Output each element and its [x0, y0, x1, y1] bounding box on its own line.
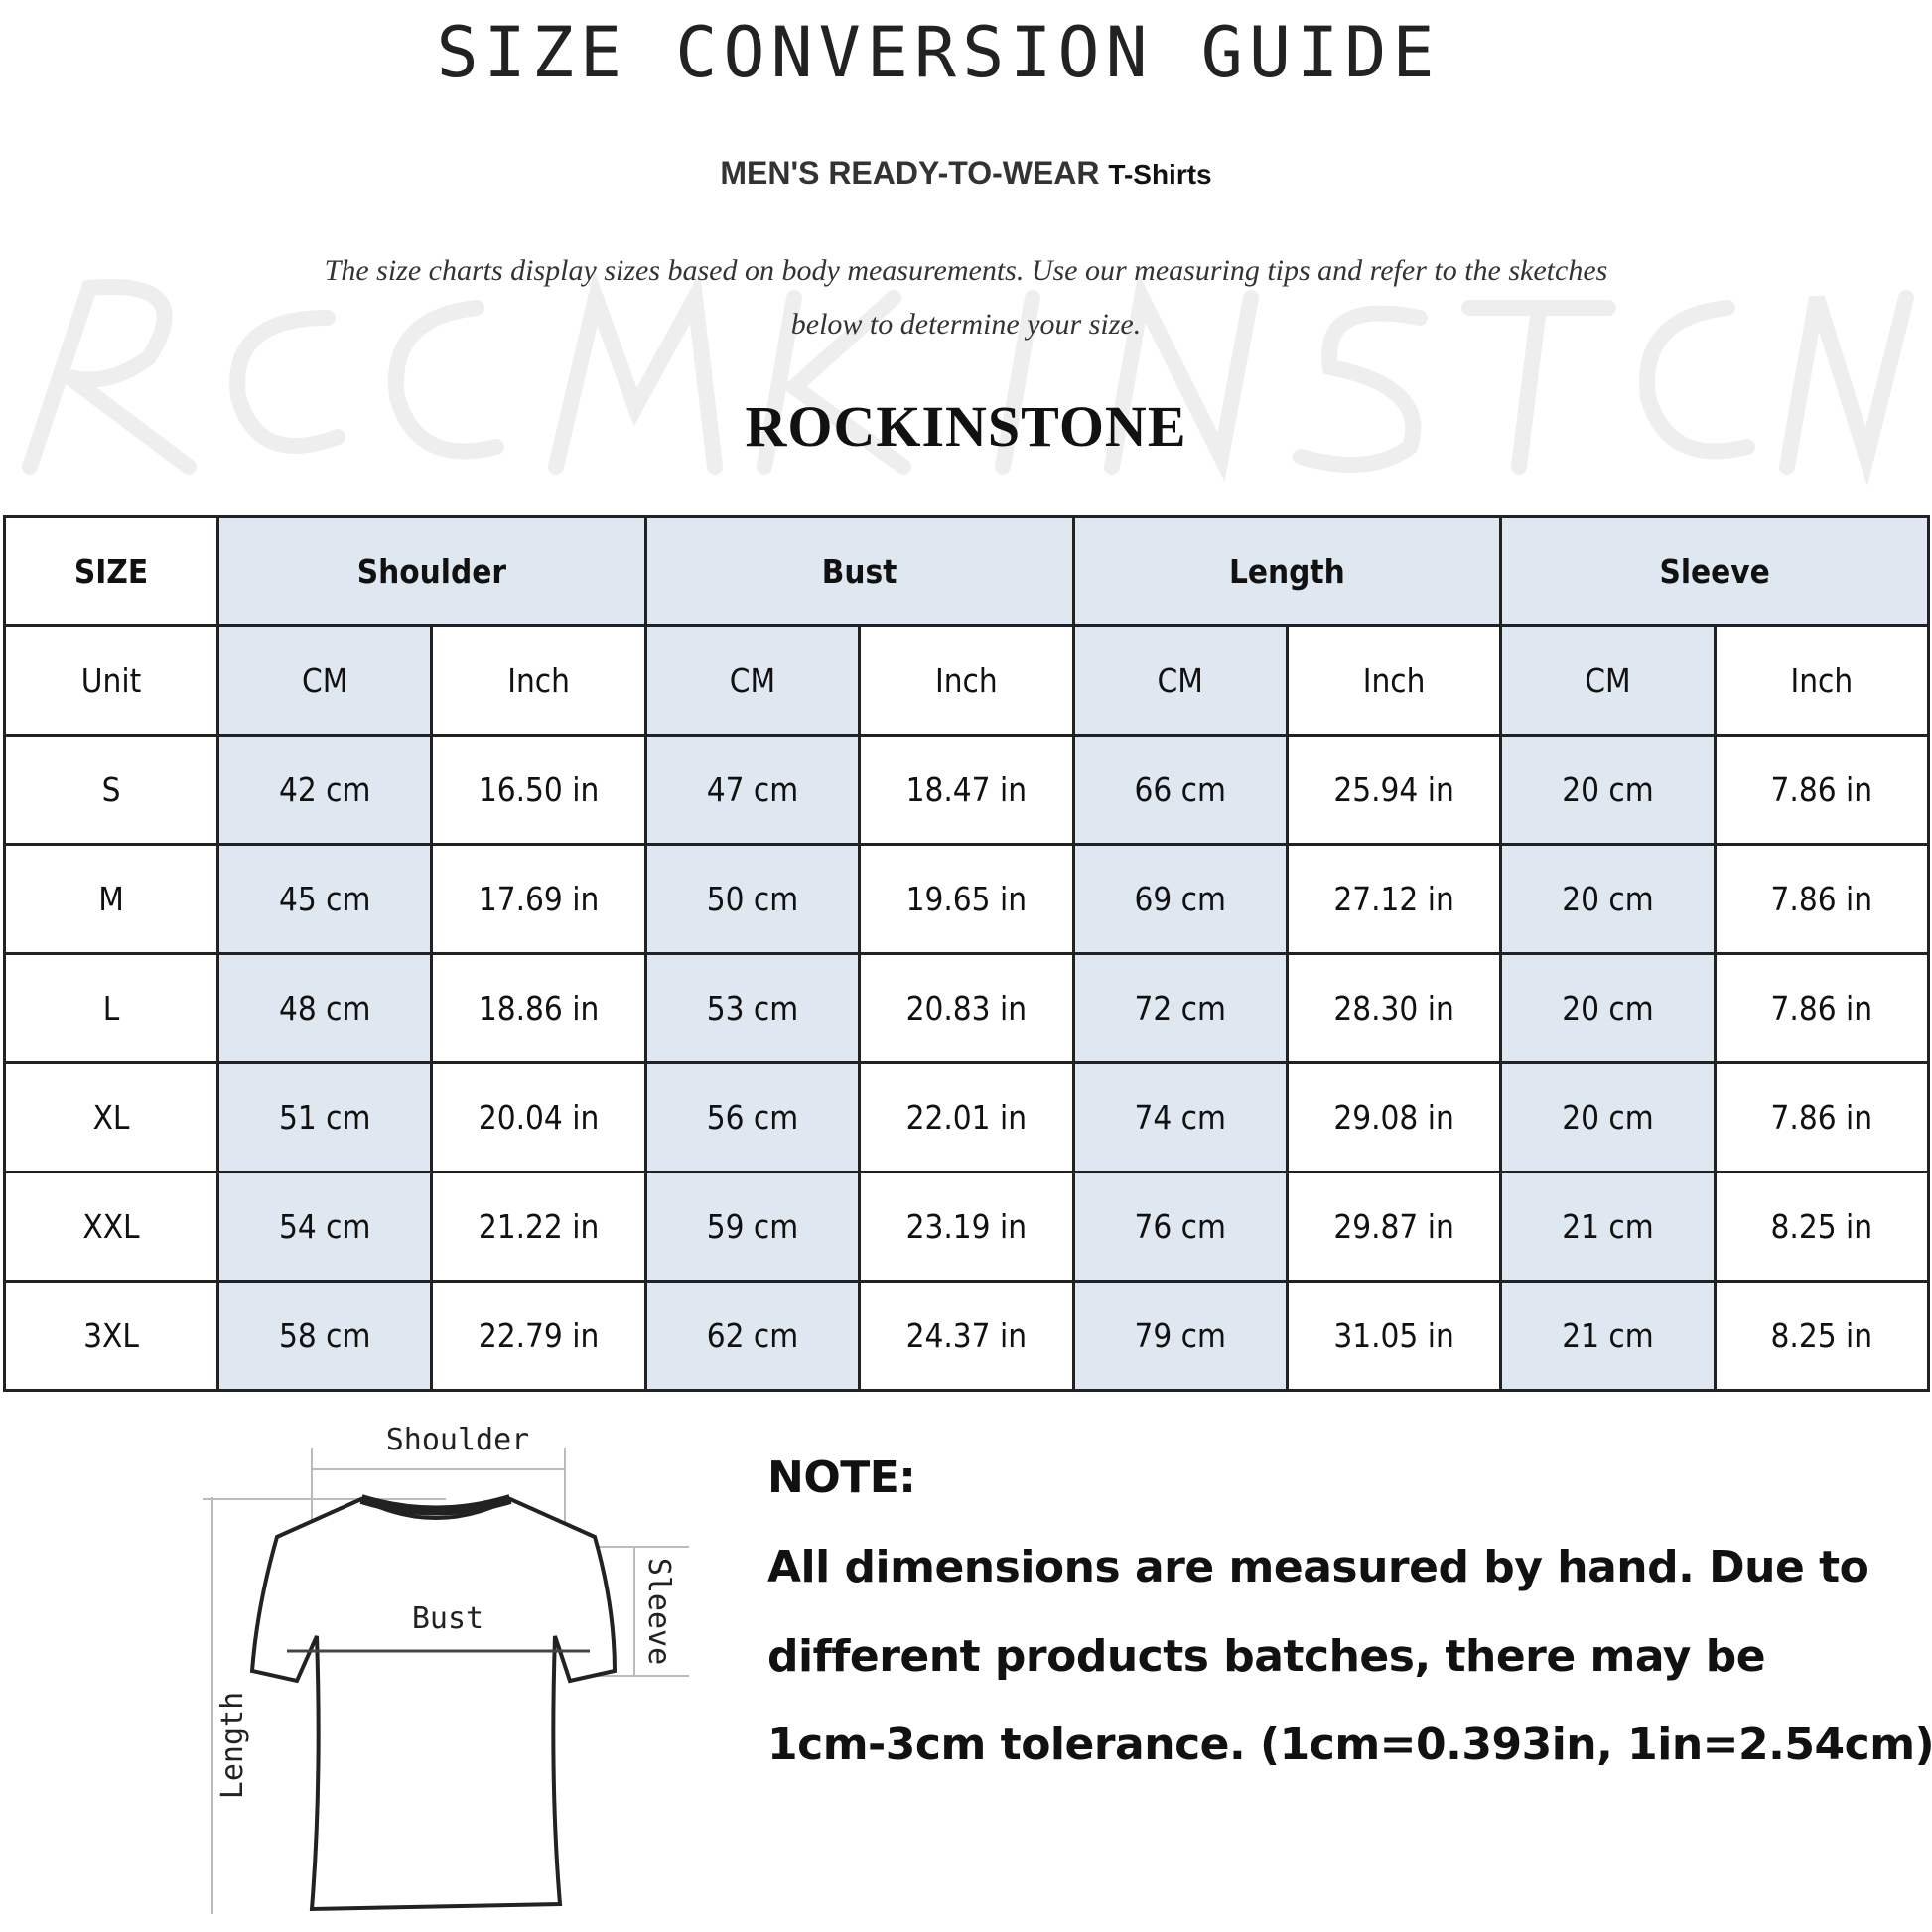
value-cell: 20.04 in: [430, 1061, 647, 1173]
length-label: Length: [215, 1692, 250, 1799]
value-cell: 76 cm: [1071, 1171, 1289, 1283]
note-heading: NOTE:: [767, 1452, 916, 1503]
size-table: SIZE Shoulder Bust Length Sleeve Unit CM Inch CM…: [3, 515, 1931, 1392]
value-cell: 8.25 in: [1713, 1280, 1931, 1392]
value-cell: 7.86 in: [1713, 1061, 1931, 1173]
subtitle: MEN'S READY-TO-WEAR T-Shirts: [0, 155, 1932, 192]
column-header: Bust: [643, 515, 1075, 627]
value-cell: 58 cm: [215, 1280, 434, 1392]
value-cell: 21 cm: [1499, 1280, 1717, 1392]
unit-cell: CM: [1499, 624, 1717, 737]
table-row: M 45 cm 17.69 in 50 cm 19.65 in 69 cm 27.12 in…: [3, 843, 1931, 955]
value-cell: 51 cm: [215, 1061, 434, 1173]
value-cell: 24.37 in: [858, 1280, 1075, 1392]
value-cell: 22.01 in: [858, 1061, 1075, 1173]
size-cell: XL: [3, 1061, 219, 1173]
value-cell: 62 cm: [643, 1280, 862, 1392]
value-cell: 23.19 in: [858, 1171, 1075, 1283]
value-cell: 20 cm: [1499, 1061, 1717, 1173]
size-cell: S: [3, 734, 219, 846]
size-cell: 3XL: [3, 1280, 219, 1392]
value-cell: 56 cm: [643, 1061, 862, 1173]
value-cell: 21.22 in: [430, 1171, 647, 1283]
size-cell: L: [3, 952, 219, 1064]
value-cell: 20 cm: [1499, 734, 1717, 846]
description-line-1: The size charts display sizes based on b…: [324, 254, 1608, 287]
table-row: 3XL 58 cm 22.79 in 62 cm 24.37 in 79 cm 31.05 …: [3, 1280, 1931, 1392]
column-header: SIZE: [3, 515, 219, 627]
table-row: L 48 cm 18.86 in 53 cm 20.83 in 72 cm 28.30 in…: [3, 952, 1931, 1064]
value-cell: 31.05 in: [1285, 1280, 1503, 1392]
size-cell: XXL: [3, 1171, 219, 1283]
value-cell: 7.86 in: [1713, 843, 1931, 955]
value-cell: 74 cm: [1071, 1061, 1289, 1173]
unit-cell: Inch: [430, 624, 647, 737]
note-line-3: 1cm-3cm tolerance. (1cm=0.393in, 1in=2.5…: [767, 1720, 1932, 1770]
description-line-2: below to determine your size.: [790, 308, 1142, 341]
value-cell: 16.50 in: [430, 734, 647, 846]
value-cell: 8.25 in: [1713, 1171, 1931, 1283]
value-cell: 79 cm: [1071, 1280, 1289, 1392]
table-row: XL 51 cm 20.04 in 56 cm 22.01 in 74 cm 29.08 i…: [3, 1061, 1931, 1173]
unit-cell: CM: [215, 624, 434, 737]
unit-cell: Inch: [1713, 624, 1931, 737]
note-line-1: All dimensions are measured by hand. Due…: [767, 1542, 1869, 1592]
value-cell: 7.86 in: [1713, 734, 1931, 846]
value-cell: 72 cm: [1071, 952, 1289, 1064]
value-cell: 20 cm: [1499, 843, 1717, 955]
header-row: SIZE Shoulder Bust Length Sleeve: [3, 515, 1930, 627]
unit-row: Unit CM Inch CM Inch CM Inch CM Inch: [3, 624, 1931, 737]
table-row: XXL 54 cm 21.22 in 59 cm 23.19 in 76 cm 29.87 …: [3, 1171, 1931, 1283]
unit-cell: Inch: [858, 624, 1075, 737]
value-cell: 29.08 in: [1285, 1061, 1503, 1173]
value-cell: 50 cm: [643, 843, 862, 955]
unit-cell: CM: [1071, 624, 1289, 737]
unit-cell: Inch: [1285, 624, 1503, 737]
value-cell: 17.69 in: [430, 843, 647, 955]
watermark-brush-logo: [22, 270, 1914, 486]
sleeve-label: Sleeve: [641, 1558, 676, 1665]
subtitle-product: T-Shirts: [1108, 159, 1212, 190]
note-line-2: different products batches, there may be: [767, 1631, 1766, 1682]
unit-cell: Unit: [3, 624, 219, 737]
size-cell: M: [3, 843, 219, 955]
value-cell: 53 cm: [643, 952, 862, 1064]
column-header: Sleeve: [1499, 515, 1930, 627]
value-cell: 45 cm: [215, 843, 434, 955]
value-cell: 28.30 in: [1285, 952, 1503, 1064]
value-cell: 47 cm: [643, 734, 862, 846]
tshirt-measurement-diagram: Shoulder Bust Length Sleeve: [203, 1423, 689, 1914]
brand-name: ROCKINSTONE: [745, 394, 1187, 459]
value-cell: 20.83 in: [858, 952, 1075, 1064]
value-cell: 22.79 in: [430, 1280, 647, 1392]
value-cell: 19.65 in: [858, 843, 1075, 955]
value-cell: 20 cm: [1499, 952, 1717, 1064]
value-cell: 48 cm: [215, 952, 434, 1064]
value-cell: 18.86 in: [430, 952, 647, 1064]
value-cell: 27.12 in: [1285, 843, 1503, 955]
table-row: S 42 cm 16.50 in 47 cm 18.47 in 66 cm 25.94 in…: [3, 734, 1931, 846]
unit-cell: CM: [643, 624, 862, 737]
value-cell: 7.86 in: [1713, 952, 1931, 1064]
bust-label: Bust: [412, 1601, 483, 1636]
column-header: Length: [1071, 515, 1503, 627]
value-cell: 42 cm: [215, 734, 434, 846]
value-cell: 59 cm: [643, 1171, 862, 1283]
value-cell: 69 cm: [1071, 843, 1289, 955]
page-title: SIZE CONVERSION GUIDE: [436, 12, 1441, 93]
value-cell: 66 cm: [1071, 734, 1289, 846]
shoulder-label: Shoulder: [386, 1423, 530, 1457]
value-cell: 25.94 in: [1285, 734, 1503, 846]
column-header: Shoulder: [216, 515, 647, 627]
value-cell: 29.87 in: [1285, 1171, 1503, 1283]
subtitle-main: MEN'S READY-TO-WEAR: [720, 155, 1100, 191]
value-cell: 18.47 in: [858, 734, 1075, 846]
value-cell: 54 cm: [215, 1171, 434, 1283]
value-cell: 21 cm: [1499, 1171, 1717, 1283]
